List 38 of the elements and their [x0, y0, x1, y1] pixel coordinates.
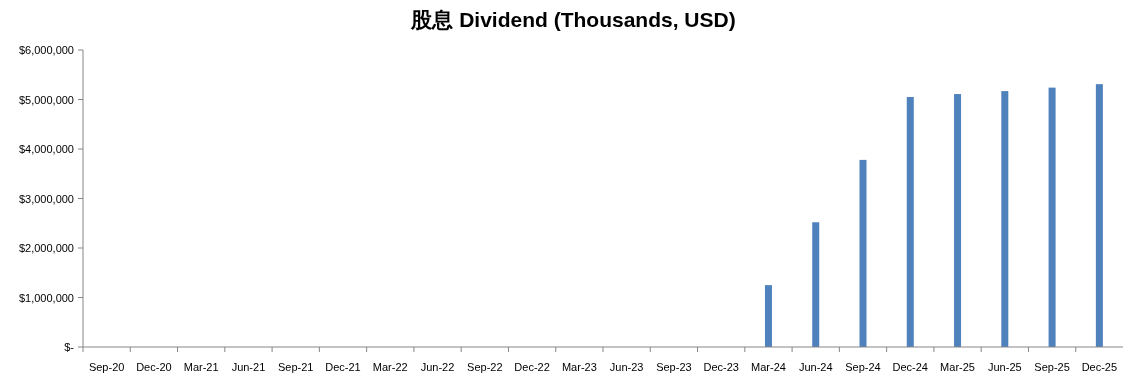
bar [1095, 84, 1103, 347]
y-tick-label: $2,000,000 [18, 242, 74, 254]
x-tick-label: Jun-23 [609, 361, 644, 373]
x-tick-label: Mar-24 [751, 361, 786, 373]
x-tick-label: Dec-21 [325, 361, 361, 373]
x-tick-label: Dec-20 [136, 361, 172, 373]
x-tick-label: Jun-21 [231, 361, 266, 373]
bar [954, 94, 962, 347]
x-tick-label: Dec-25 [1081, 361, 1118, 373]
y-tick-label: $6,000,000 [18, 44, 74, 56]
x-tick-label: Mar-21 [183, 361, 219, 373]
bar [859, 159, 867, 347]
x-tick-label: Sep-23 [656, 361, 692, 373]
x-tick-label: Mar-22 [372, 361, 408, 373]
y-tick-label: $4,000,000 [18, 143, 74, 155]
x-tick-label: Sep-22 [467, 361, 503, 373]
x-tick-label: Mar-25 [940, 361, 975, 373]
y-tick-label: $- [64, 341, 75, 353]
y-tick-label: $5,000,000 [18, 93, 74, 106]
x-tick-label: Sep-24 [845, 361, 881, 373]
x-tick-label: Jun-22 [420, 361, 455, 373]
x-tick-label: Dec-22 [514, 361, 550, 373]
y-tick-label: $1,000,000 [18, 291, 74, 304]
x-tick-label: Jun-24 [798, 361, 833, 373]
bar [1048, 87, 1056, 347]
x-tick-label: Jun-25 [988, 361, 1022, 373]
bar [764, 285, 772, 347]
x-tick-label: Sep-21 [277, 361, 314, 373]
x-tick-label: Sep-20 [88, 361, 125, 373]
bar [1001, 91, 1009, 347]
bar [906, 97, 914, 347]
y-tick-label: $3,000,000 [18, 192, 74, 205]
chart-title: 股息 Dividend (Thousands, USD) [410, 8, 736, 31]
x-tick-label: Dec-23 [703, 361, 739, 373]
bar [812, 222, 820, 347]
x-tick-label: Sep-25 [1034, 361, 1070, 373]
x-tick-label: Dec-24 [892, 361, 929, 373]
x-tick-label: Mar-23 [561, 361, 597, 373]
